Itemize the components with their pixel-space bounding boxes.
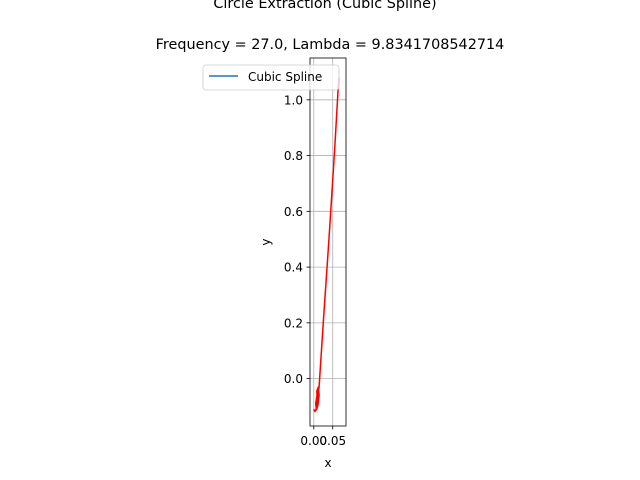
axis-ticks: 0.0 0.2 0.4 0.6 0.8 1.0 0.000.05	[284, 93, 346, 448]
y-tick-label-3: 0.6	[284, 205, 303, 219]
legend-box	[202, 64, 340, 91]
x-tick-label-0: 0.00	[300, 434, 327, 448]
plot-area	[313, 77, 340, 413]
y-tick-label-1: 0.2	[284, 316, 303, 330]
grid-lines	[310, 58, 346, 426]
series-line-unlabeled-1	[313, 77, 340, 413]
y-tick-label-5: 1.0	[284, 93, 303, 107]
y-tick-label-2: 0.4	[284, 261, 303, 275]
x-tick-label-1: 0.05	[319, 434, 346, 448]
axes-frame	[309, 57, 347, 427]
y-tick-label-0: 0.0	[284, 372, 303, 386]
legend-label-cubic-spline: Cubic Spline	[248, 70, 322, 84]
chart-title: Circle Extraction (Cubic Spline)	[213, 0, 436, 12]
legend: Cubic Spline	[202, 64, 340, 91]
x-axis-label: x	[324, 456, 331, 470]
chart-subtitle: Frequency = 27.0, Lambda = 9.83417085427…	[156, 37, 505, 53]
y-axis-label: y	[259, 238, 273, 245]
y-tick-label-4: 0.8	[284, 149, 303, 163]
